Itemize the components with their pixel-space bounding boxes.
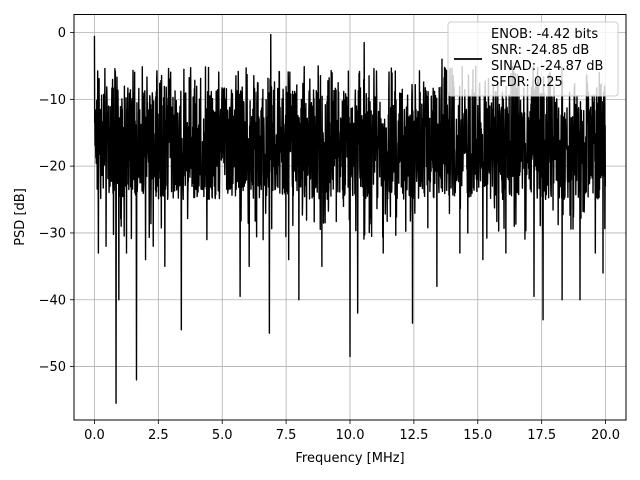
x-axis-label: Frequency [MHz] (295, 451, 404, 466)
psd-series-line (93, 33, 607, 404)
x-tick-label: 5.0 (212, 428, 233, 443)
legend-text-line: ENOB: -4.42 bits (491, 27, 598, 42)
x-tick-label: 17.5 (527, 428, 556, 443)
y-tick-label: 0 (58, 26, 66, 41)
y-tick-label: −30 (39, 226, 66, 241)
y-tick-label: −20 (39, 160, 66, 175)
x-axis: 0.0 2.5 5.0 7.5 10.0 12.5 15.0 17.5 20.0 (84, 420, 620, 443)
x-tick-label: 2.5 (148, 428, 169, 443)
legend-text-line: SINAD: -24.87 dB (491, 59, 603, 74)
x-tick-label: 7.5 (276, 428, 297, 443)
legend-text-line: SNR: -24.85 dB (491, 43, 589, 58)
y-axis-label: PSD [dB] (13, 188, 28, 246)
y-tick-label: −40 (39, 293, 66, 308)
legend-box (447, 21, 619, 97)
y-axis: 0 −10 −20 −30 −40 −50 (39, 26, 74, 375)
plot-area (93, 33, 607, 404)
y-tick-label: −50 (39, 360, 66, 375)
x-tick-label: 20.0 (591, 428, 620, 443)
x-tick-label: 15.0 (463, 428, 492, 443)
legend-text-line: SFDR: 0.25 (491, 75, 563, 90)
x-tick-label: 10.0 (336, 428, 365, 443)
x-tick-label: 0.0 (84, 428, 105, 443)
y-tick-label: −10 (39, 93, 66, 108)
x-tick-label: 12.5 (399, 428, 428, 443)
